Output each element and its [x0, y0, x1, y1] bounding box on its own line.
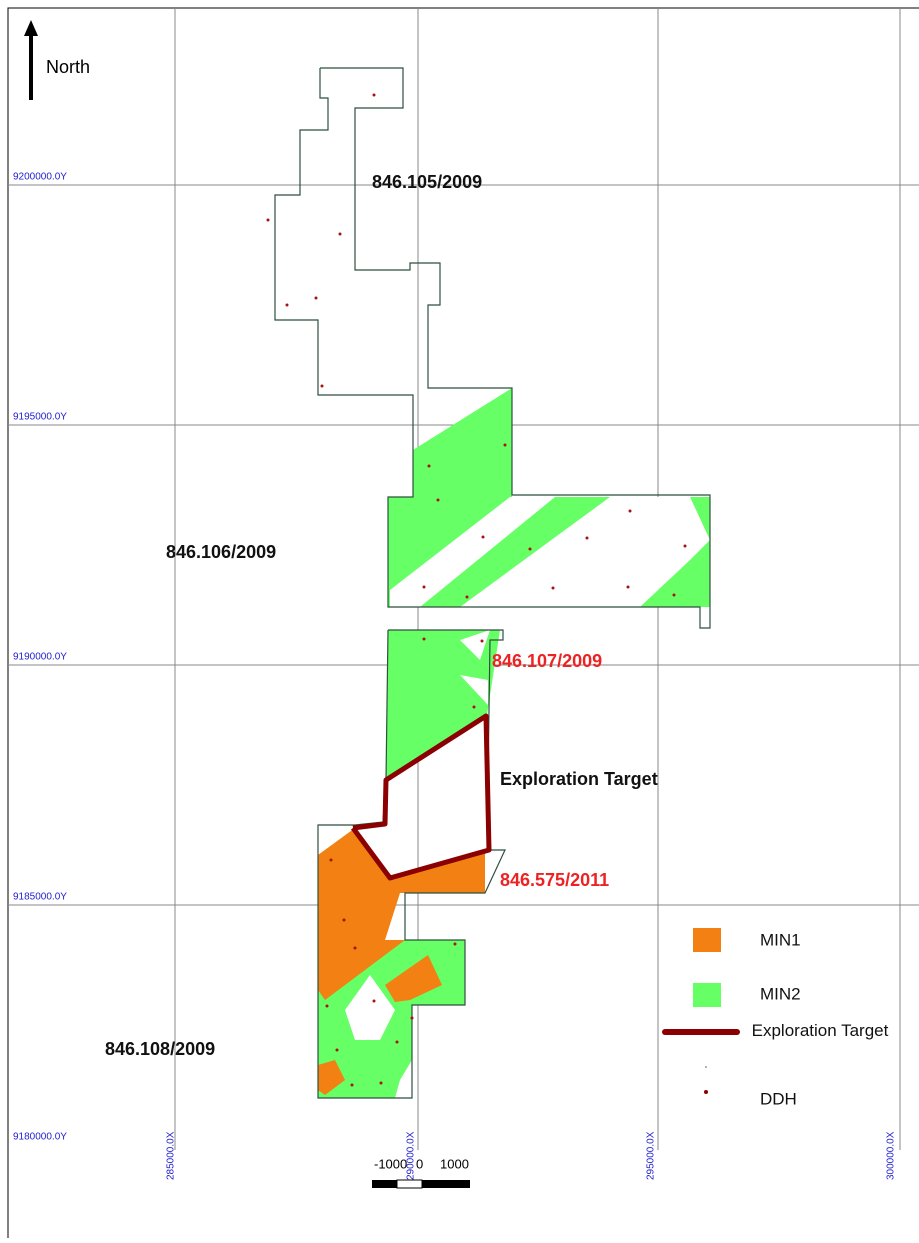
scale-label: 1000 — [440, 1156, 469, 1171]
y-labels: 9200000.0Y 9195000.0Y 9190000.0Y 9185000.0Y… — [13, 172, 67, 1143]
legend-label: DDH — [760, 1089, 797, 1108]
legend-label: MIN2 — [760, 984, 801, 1003]
x-label: 290000.0X — [406, 1131, 417, 1180]
scale-label: 0 — [416, 1156, 423, 1171]
legend-label: Exploration Target — [751, 1021, 889, 1040]
north-arrow — [24, 20, 38, 100]
scale-bar: -1000 0 1000 — [372, 1156, 470, 1189]
min1-areas — [318, 828, 485, 1095]
x-label: 295000.0X — [646, 1131, 657, 1180]
north-label: North — [46, 57, 90, 77]
ddh-points — [266, 93, 687, 1087]
exploration-target — [350, 713, 492, 881]
tenement-label: 846.575/2011 — [500, 870, 609, 890]
y-label: 9200000.0Y — [13, 172, 67, 183]
tenement-label: 846.105/2009 — [372, 172, 482, 192]
tenement-label: 846.108/2009 — [105, 1039, 215, 1059]
scale-label: -1000 — [374, 1156, 407, 1171]
y-label: 9180000.0Y — [13, 1132, 67, 1143]
y-label: 9195000.0Y — [13, 412, 67, 423]
target-label: Exploration Target — [500, 769, 658, 789]
white-gaps — [345, 497, 710, 1098]
y-label: 9185000.0Y — [13, 892, 67, 903]
legend-label: MIN1 — [760, 930, 801, 949]
tenement-label: 846.106/2009 — [166, 542, 276, 562]
x-label: 300000.0X — [886, 1131, 897, 1180]
legend: MIN1 MIN2 Exploration Target DDH — [662, 928, 889, 1108]
x-labels: 285000.0X 290000.0X 295000.0X 300000.0X — [166, 1131, 897, 1180]
tenement-label: 846.107/2009 — [492, 651, 602, 671]
frame — [7, 7, 919, 1243]
y-label: 9190000.0Y — [13, 652, 67, 663]
tenement-outlines — [274, 67, 711, 1099]
x-label: 285000.0X — [166, 1131, 177, 1180]
